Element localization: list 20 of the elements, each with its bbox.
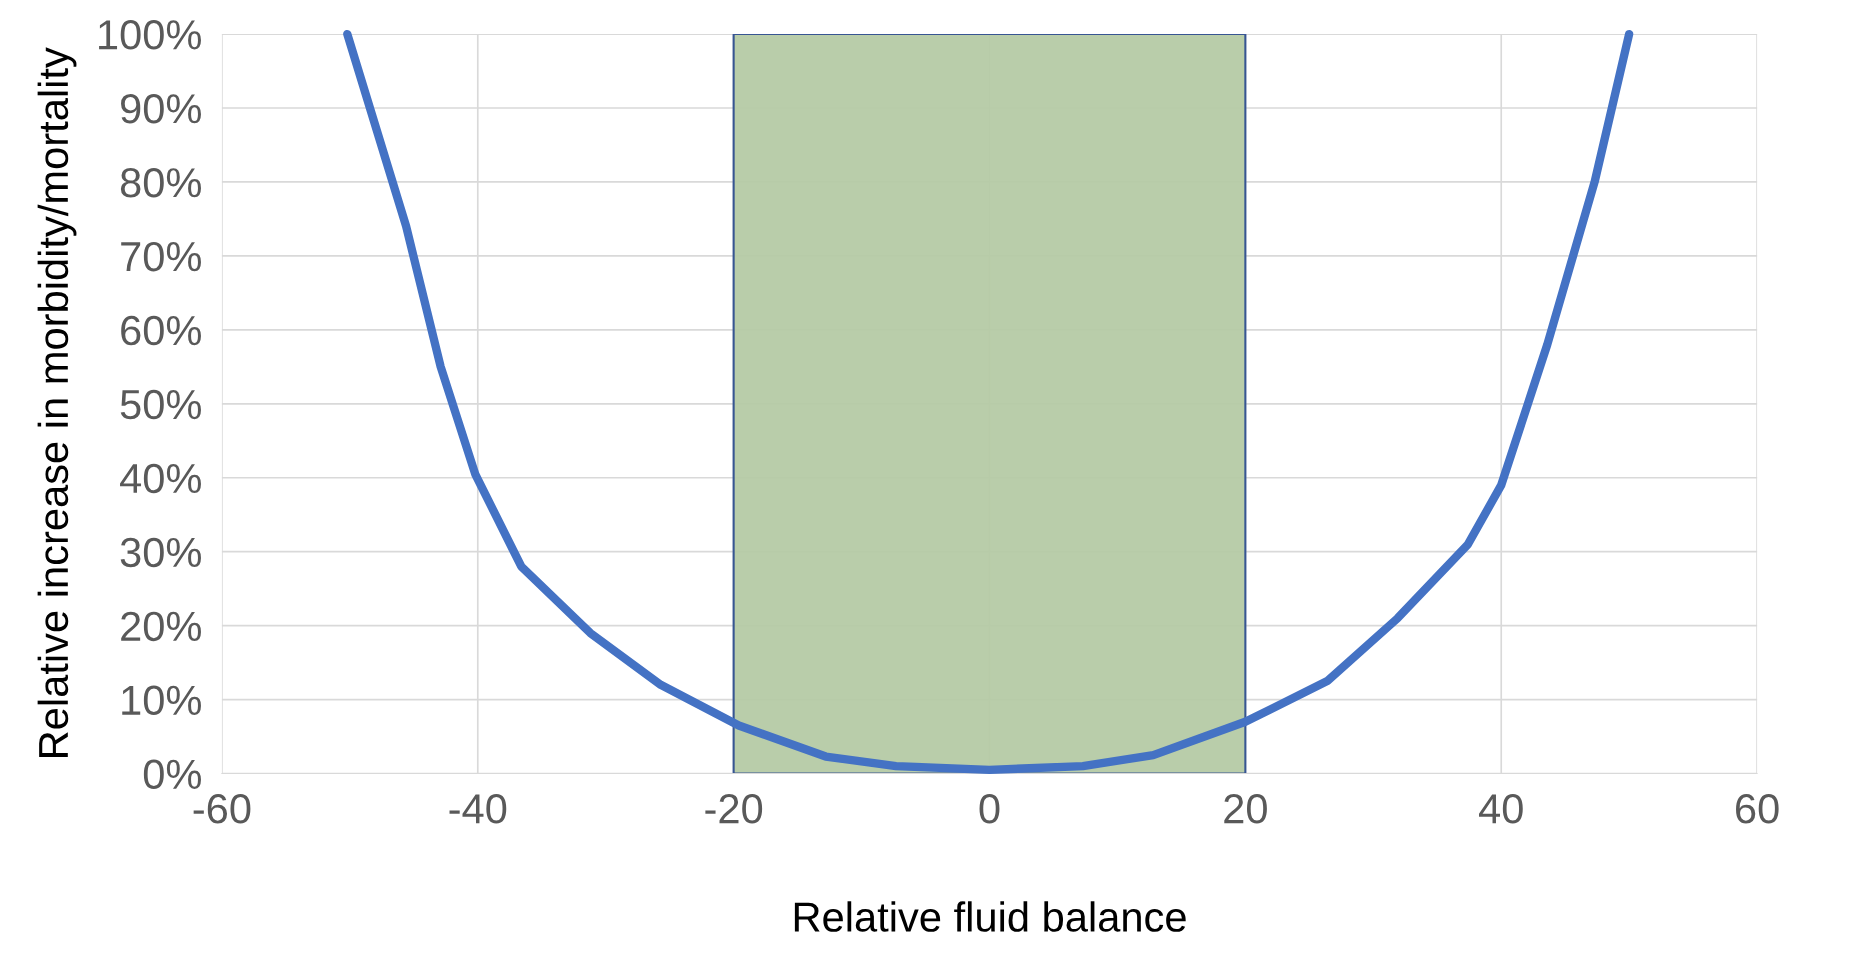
x-tick-label: 40 <box>1479 794 1523 824</box>
x-tick-label: -20 <box>705 794 763 824</box>
y-tick-label: 60% <box>121 315 201 346</box>
x-tick-label: 60 <box>1736 794 1779 824</box>
x-tick-label: -40 <box>449 794 507 824</box>
y-tick-label: 80% <box>120 167 201 198</box>
y-tick-label: 50% <box>120 389 201 420</box>
y-tick-label: 0% <box>143 759 201 790</box>
y-tick-label: 20% <box>121 611 201 642</box>
y-axis-title: Relative increase in morbidity/mortality <box>37 47 77 757</box>
y-tick-label: 90% <box>121 94 201 124</box>
y-tick-label: 10% <box>122 685 201 716</box>
x-tick-label: -60 <box>193 794 251 824</box>
x-tick-label: 0 <box>979 794 1000 824</box>
y-tick-label: 100% <box>99 20 201 50</box>
y-tick-label: 70% <box>121 241 201 272</box>
y-tick-label: 30% <box>120 537 201 568</box>
y-tick-label: 40% <box>120 463 201 494</box>
x-axis-title: Relative fluid balance <box>794 901 1186 932</box>
x-tick-label: 20 <box>1224 794 1267 824</box>
